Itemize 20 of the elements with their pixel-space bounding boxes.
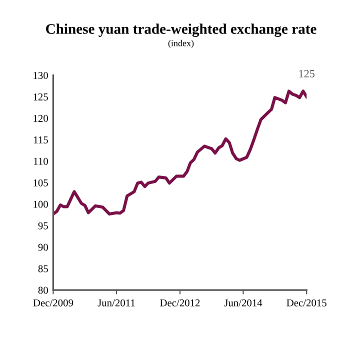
y-tick-label: 120: [34, 114, 48, 122]
chart-title: Chinese yuan trade-weighted exchange rate: [46, 24, 316, 37]
x-tick-label: Dec/2009: [33, 299, 74, 306]
y-tick-label: 105: [34, 179, 48, 186]
annotation: 125: [299, 70, 315, 78]
y-tick-label: 85: [38, 265, 48, 272]
x-tick-label: Dec/2012: [160, 299, 200, 306]
y-tick-label: 125: [34, 93, 48, 100]
x-tick-label: Jun/2014: [224, 299, 262, 306]
y-tick-label: 130: [34, 72, 48, 79]
x-tick-label: Jun/2011: [98, 299, 135, 306]
line-series: [53, 90, 307, 216]
chart-subtitle: (index): [168, 40, 194, 48]
y-tick-label: 100: [34, 200, 48, 208]
y-tick-label: 95: [38, 222, 48, 230]
x-tick-label: Dec/2015: [286, 299, 326, 306]
y-tick-label: 110: [34, 158, 48, 165]
y-tick-label: 115: [34, 136, 48, 144]
y-tick-label: 80: [38, 286, 48, 294]
y-tick-label: 90: [38, 244, 48, 251]
